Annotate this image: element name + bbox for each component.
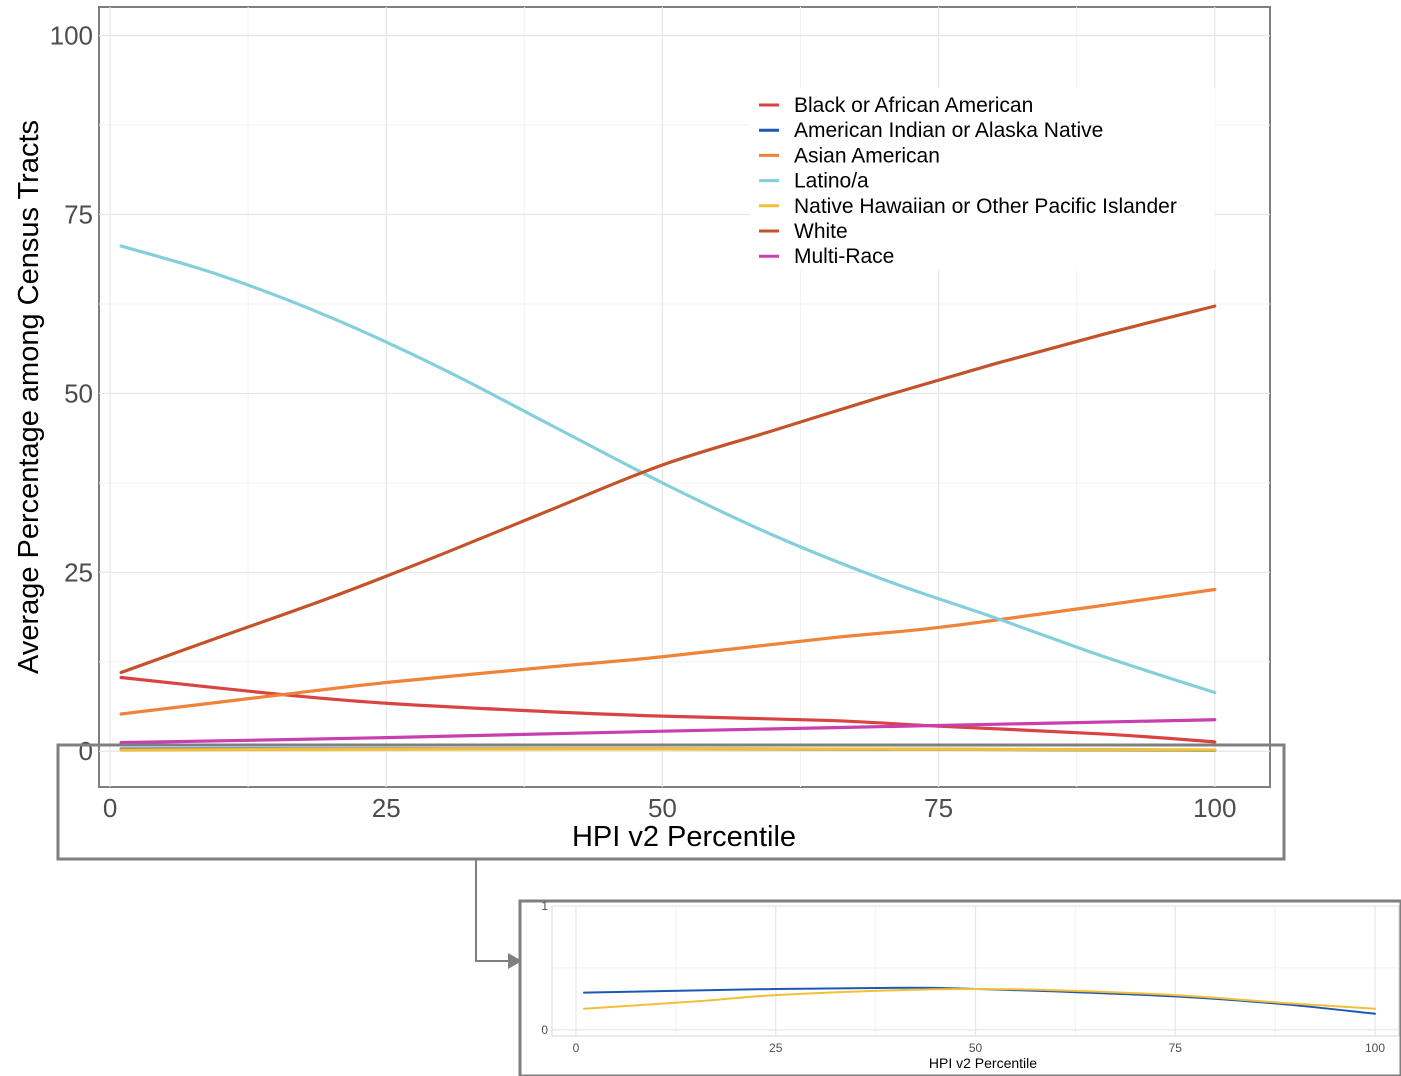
legend-label-american-indian-or-alaska-native: American Indian or Alaska Native xyxy=(794,119,1103,142)
x-tick-label: 75 xyxy=(1169,1041,1183,1055)
x-tick-label: 100 xyxy=(1193,793,1236,823)
x-tick-label: 25 xyxy=(372,793,401,823)
x-tick-label: 100 xyxy=(1365,1041,1385,1055)
y-tick-label: 0 xyxy=(541,1023,548,1037)
legend-label-latino-a: Latino/a xyxy=(794,170,869,193)
legend-label-asian-american: Asian American xyxy=(794,144,940,167)
main-y-tick-labels: 0 25 50 75 100 xyxy=(50,21,93,767)
series-line-black-or-african-american xyxy=(119,675,1217,744)
zoom-highlight-box xyxy=(56,743,1286,861)
y-tick-label: 1 xyxy=(541,899,548,913)
legend-background xyxy=(750,88,1215,270)
main-series-lines xyxy=(119,244,1217,752)
series-line-asian-american xyxy=(119,587,1217,716)
x-axis-title: HPI v2 Percentile xyxy=(572,821,796,853)
legend-label-native-hawaiian-or-other-pacific-islander: Native Hawaiian or Other Pacific Islande… xyxy=(794,195,1177,218)
y-tick-label: 25 xyxy=(64,557,93,587)
main-plot: 0 25 50 75 100 0 25 50 75 100 Black or African A… xyxy=(13,6,1271,853)
legend-label-white: White xyxy=(794,220,848,243)
y-tick-label: 100 xyxy=(50,21,93,51)
inset-series-lines xyxy=(582,986,1377,1015)
series-line-multi-race xyxy=(119,718,1217,745)
y-tick-label: 50 xyxy=(64,378,93,408)
inset-y-tick-labels: 01 xyxy=(541,899,548,1037)
series-line-native-hawaiian-or-other-pacific-islander xyxy=(119,747,1217,752)
inset-x-axis-title: HPI v2 Percentile xyxy=(929,1055,1037,1071)
series-line-native-hawaiian-or-other-pacific-islander xyxy=(582,987,1377,1010)
y-tick-label: 0 xyxy=(79,736,93,766)
x-tick-label: 75 xyxy=(924,793,953,823)
x-tick-label: 0 xyxy=(573,1041,580,1055)
y-axis-title: Average Percentage among Census Tracts xyxy=(13,120,45,674)
y-tick-label: 75 xyxy=(64,200,93,230)
zoom-connector-arrow xyxy=(508,953,522,969)
x-tick-label: 25 xyxy=(769,1041,783,1055)
inset-x-tick-labels: 0 25 50 75 100 xyxy=(573,1041,1386,1055)
x-tick-label: 50 xyxy=(969,1041,983,1055)
x-tick-label: 0 xyxy=(103,793,117,823)
zoom-connector-line xyxy=(475,859,510,962)
series-line-latino-a xyxy=(119,244,1217,695)
inset-gridlines xyxy=(552,905,1399,1036)
legend-label-multi-race: Multi-Race xyxy=(794,245,894,268)
inset-plot: 0 25 50 75 100 01 HPI v2 Percentile xyxy=(518,899,1401,1076)
x-tick-label: 50 xyxy=(648,793,677,823)
series-line-white xyxy=(119,304,1217,675)
legend-label-black-or-african-american: Black or African American xyxy=(794,94,1033,117)
main-x-tick-labels: 0 25 50 75 100 xyxy=(103,793,1237,823)
